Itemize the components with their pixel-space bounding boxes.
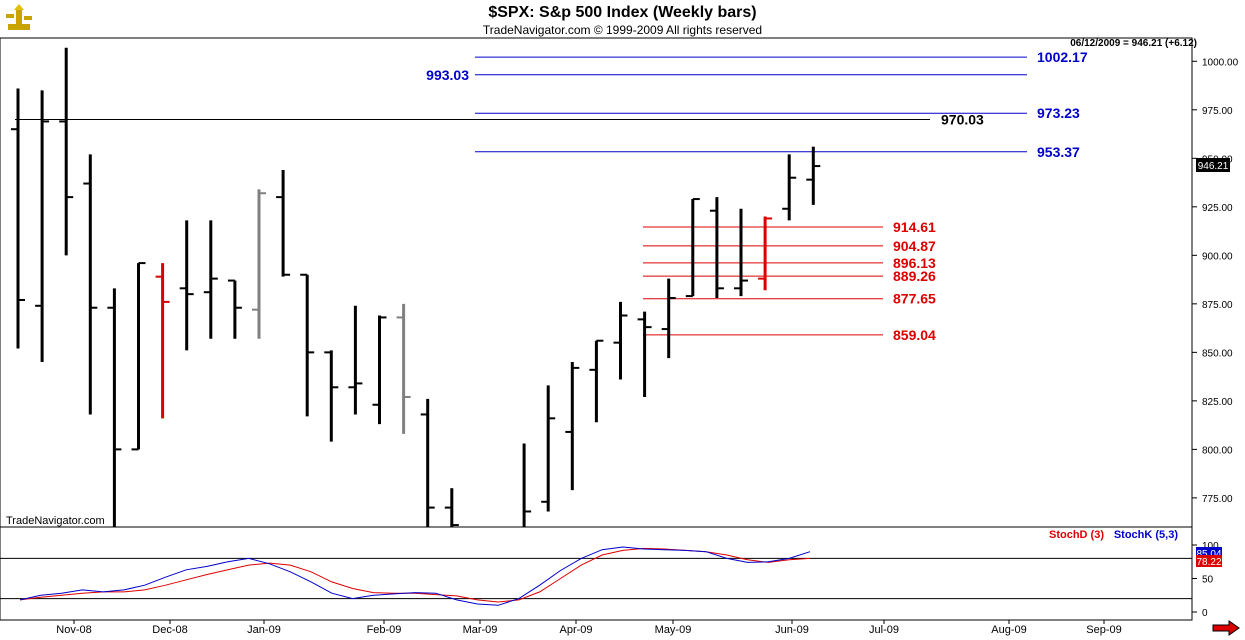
price-bar bbox=[541, 385, 556, 512]
price-bar bbox=[709, 197, 724, 299]
price-bar bbox=[276, 169, 291, 277]
chart-subtitle: TradeNavigator.com © 1999-2009 All right… bbox=[482, 23, 763, 37]
stoch-value-label: 78.22 bbox=[1196, 557, 1221, 568]
x-tick-label: May-09 bbox=[655, 624, 692, 636]
price-bar bbox=[806, 146, 821, 205]
price-bar bbox=[179, 220, 194, 351]
price-bar bbox=[565, 362, 580, 491]
price-bar bbox=[522, 443, 532, 527]
stoch-panel bbox=[0, 526, 1193, 621]
price-bar bbox=[734, 208, 748, 297]
y-tick-label: 925.00 bbox=[1202, 203, 1233, 214]
price-bar bbox=[396, 303, 411, 434]
watermark-text: TradeNavigator.com bbox=[6, 515, 105, 527]
price-bar bbox=[420, 398, 435, 527]
stoch-tick-label: 50 bbox=[1202, 575, 1214, 586]
price-bar bbox=[758, 216, 773, 291]
last-price-label: 946.21 bbox=[1198, 161, 1229, 172]
level-label: 859.04 bbox=[893, 327, 936, 343]
arrow-right-icon[interactable] bbox=[1211, 620, 1241, 636]
stoch-tick-label: 100 bbox=[1202, 541, 1219, 552]
level-label: 953.37 bbox=[1037, 144, 1080, 160]
y-tick-label: 875.00 bbox=[1202, 300, 1233, 311]
price-bar bbox=[131, 262, 146, 451]
x-tick-label: Jun-09 bbox=[775, 624, 809, 636]
stoch-value-box bbox=[1196, 555, 1222, 567]
level-label: 877.65 bbox=[893, 291, 936, 307]
x-tick-label: Jan-09 bbox=[247, 624, 281, 636]
price-bar bbox=[444, 488, 459, 527]
y-tick-label: 850.00 bbox=[1202, 348, 1233, 359]
stoch-series-line bbox=[19, 546, 811, 606]
price-bar bbox=[661, 278, 676, 359]
level-label: 993.03 bbox=[426, 67, 469, 83]
y-tick-label: 1000.00 bbox=[1202, 57, 1239, 68]
y-tick-label: 775.00 bbox=[1202, 494, 1233, 505]
level-label: 973.23 bbox=[1037, 105, 1080, 121]
price-bar bbox=[107, 288, 122, 527]
x-tick-label: Dec-08 bbox=[152, 624, 187, 636]
price-bars bbox=[11, 47, 821, 527]
x-axis-labels: Nov-08 Dec-08 Jan-09 Feb-09 Mar-09 Apr-09 May-… bbox=[56, 620, 1122, 636]
price-bar bbox=[589, 339, 604, 423]
level-label: 970.03 bbox=[941, 111, 984, 127]
price-bar bbox=[59, 47, 74, 256]
price-bar bbox=[203, 220, 218, 339]
x-tick-label: Apr-09 bbox=[559, 624, 592, 636]
stochd-legend: StochD (3) bbox=[1049, 529, 1104, 541]
x-tick-label: Jul-09 bbox=[869, 624, 899, 636]
price-bar bbox=[11, 88, 25, 349]
price-bar bbox=[227, 279, 242, 339]
price-bar bbox=[637, 311, 652, 397]
chart-title: $SPX: S&p 500 Index (Weekly bars) bbox=[488, 4, 757, 21]
last-price-box bbox=[1196, 158, 1230, 172]
x-tick-label: Aug-09 bbox=[991, 624, 1026, 636]
x-tick-label: Sep-09 bbox=[1086, 624, 1121, 636]
price-bar bbox=[348, 305, 363, 415]
stochastic-lines bbox=[0, 546, 1192, 606]
stochk-legend: StochK (5,3) bbox=[1114, 529, 1179, 541]
x-tick-label: Nov-08 bbox=[56, 624, 91, 636]
price-bar bbox=[613, 301, 628, 380]
trading-icon[interactable] bbox=[4, 4, 34, 34]
price-bar bbox=[782, 154, 797, 221]
stoch-value-label: 85.04 bbox=[1196, 549, 1221, 560]
price-bar bbox=[35, 90, 50, 363]
level-label: 904.87 bbox=[893, 238, 936, 254]
level-label: 914.61 bbox=[893, 219, 936, 235]
price-axis: 775.00 800.00 825.00 850.00 875.00 900.00 925.… bbox=[1192, 57, 1239, 505]
level-label: 896.13 bbox=[893, 255, 936, 271]
x-tick-label: Mar-09 bbox=[463, 624, 498, 636]
y-tick-label: 825.00 bbox=[1202, 397, 1233, 408]
stoch-tick-label: 0 bbox=[1202, 608, 1208, 619]
price-bar bbox=[324, 350, 339, 442]
price-bar bbox=[685, 198, 700, 298]
price-bar bbox=[372, 315, 387, 425]
y-tick-label: 975.00 bbox=[1202, 106, 1233, 117]
price-bar bbox=[155, 263, 170, 419]
x-tick-label: Feb-09 bbox=[367, 624, 402, 636]
y-tick-label: 900.00 bbox=[1202, 251, 1233, 262]
price-bar bbox=[300, 273, 315, 417]
level-label: 1002.17 bbox=[1037, 49, 1088, 65]
price-bar bbox=[83, 154, 98, 415]
last-quote-text: 06/12/2009 = 946.21 (+6.12) bbox=[1070, 38, 1197, 49]
y-tick-label: 800.00 bbox=[1202, 445, 1233, 456]
level-label: 889.26 bbox=[893, 268, 936, 284]
price-levels: 1002.17 993.03 973.23 970.03 953.37 914.61 904… bbox=[15, 49, 1088, 343]
price-panel bbox=[0, 37, 1193, 528]
price-bar bbox=[252, 189, 266, 339]
